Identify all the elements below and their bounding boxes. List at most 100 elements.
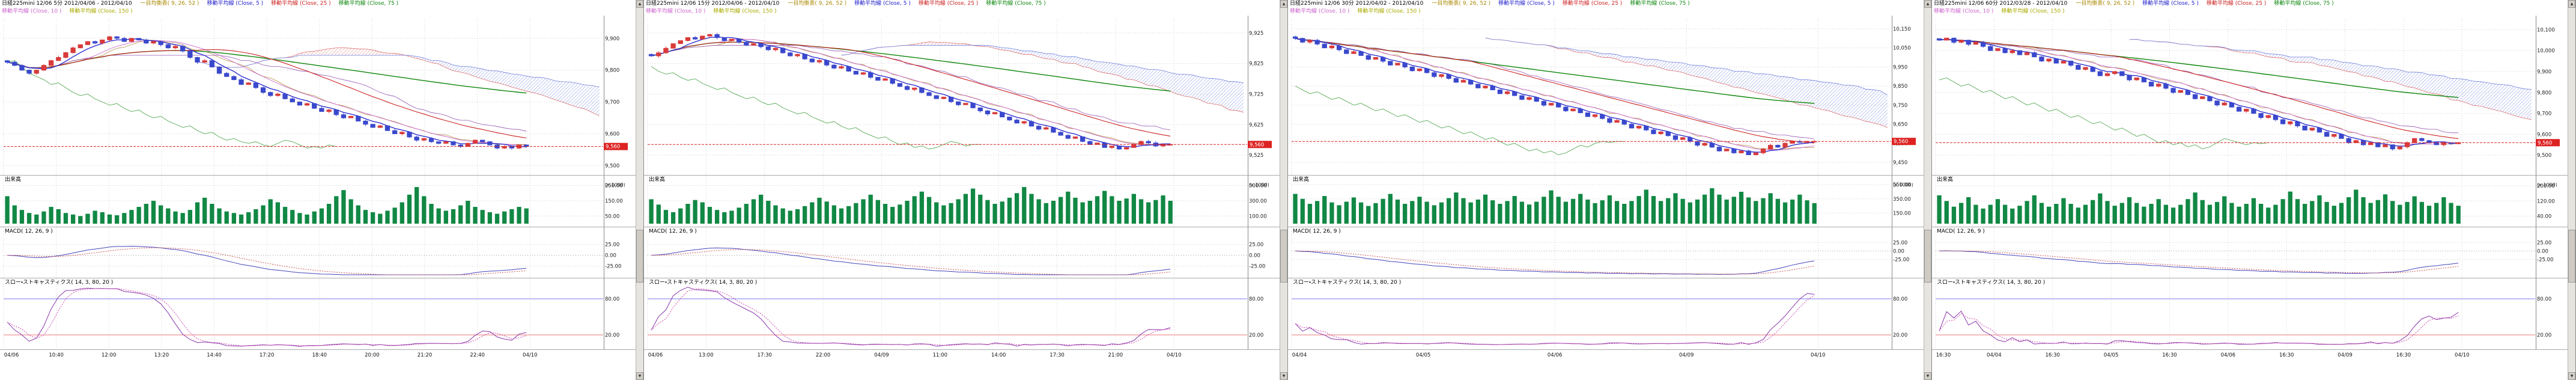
scroll-down-button[interactable]: ▼ (1924, 372, 1931, 380)
scroll-up-button[interactable]: ▲ (1280, 0, 1287, 8)
volume-section (5, 187, 529, 224)
svg-text:スロー・ストキャスティクス( 14, 3, 80, 20 ): スロー・ストキャスティクス( 14, 3, 80, 20 ) (5, 279, 113, 286)
scroll-down-button[interactable]: ▼ (636, 372, 643, 380)
svg-text:04/10: 04/10 (2455, 352, 2469, 358)
scroll-up-icon: ▲ (1282, 2, 1286, 6)
price-section (1936, 37, 2535, 151)
vertical-scrollbar[interactable]: ▲ ▼ (2568, 0, 2575, 380)
scroll-up-button[interactable]: ▲ (2568, 0, 2575, 8)
svg-text:04/10: 04/10 (1167, 352, 1182, 358)
svg-text:04/09: 04/09 (874, 352, 889, 358)
svg-text:04/06: 04/06 (2221, 352, 2236, 358)
svg-text:04/04: 04/04 (1987, 352, 2002, 358)
svg-text:10,100: 10,100 (2537, 27, 2555, 33)
legend-row-1: 一目均衡表( 9, 26, 52 ) 移動平均線 (Close, 5 ) 移動平均線… (1432, 1, 1697, 7)
svg-text:MACD( 12, 26, 9 ): MACD( 12, 26, 9 ) (1937, 228, 1985, 234)
scrollbar-thumb[interactable] (1924, 230, 1931, 283)
chart-canvas[interactable]: 04/06 13:00 17:30 22:00 04/09 11:00 14:00 17:30… (644, 16, 1280, 380)
legend-item: 移動平均線 (Close, 25 ) (1562, 1, 1623, 7)
svg-text:40.00: 40.00 (2537, 213, 2551, 219)
legend-item: 移動平均線 (Close, 150 ) (1357, 8, 1421, 14)
svg-text:14:00: 14:00 (991, 352, 1006, 358)
chart-canvas[interactable]: 04/06 10:40 12:00 13:20 14:40 17:20 18:40 20:00… (0, 16, 636, 380)
svg-text:20:00: 20:00 (365, 352, 380, 358)
svg-text:14:40: 14:40 (207, 352, 222, 358)
legend-row-2: 移動平均線 (Close, 10 ) 移動平均線 (Close, 150 ) (1934, 8, 2073, 14)
chart-canvas[interactable]: 16:30 04/04 16:30 04/05 16:30 04/06 16:30 04/09… (1932, 16, 2568, 380)
chart-panel-3: 日経225mini 12/06 30分 2012/04/02 - 2012/04… (1288, 0, 1932, 380)
svg-text:150.00: 150.00 (605, 198, 623, 204)
vertical-scrollbar[interactable]: ▲ ▼ (1280, 0, 1287, 380)
price-section (4, 35, 603, 150)
panel-header-row2: 移動平均線 (Close, 10 ) 移動平均線 (Close, 150 ) (0, 8, 643, 16)
svg-text:16:30: 16:30 (2162, 352, 2177, 358)
chart-panel-4: 日経225mini 12/06 60分 2012/03/28 - 2012/04… (1932, 0, 2576, 380)
svg-text:20.00: 20.00 (1893, 332, 1907, 339)
svg-text:9,850: 9,850 (1893, 84, 1907, 90)
svg-text:50.00: 50.00 (605, 213, 619, 219)
stochastics-section (648, 287, 1247, 347)
legend-item: 移動平均線 (Close, 25 ) (918, 1, 979, 7)
svg-text:25.00: 25.00 (2537, 240, 2551, 246)
chart-canvas[interactable]: 04/04 04/05 04/06 04/09 04/10 10,150 10,050 9,9… (1288, 16, 1924, 380)
legend-item: 移動平均線 (Close, 5 ) (207, 1, 264, 7)
scroll-up-button[interactable]: ▲ (1924, 0, 1931, 8)
scroll-down-button[interactable]: ▼ (2568, 372, 2575, 380)
svg-text:80.00: 80.00 (2537, 296, 2551, 302)
scrollbar-thumb[interactable] (636, 230, 643, 283)
svg-text:25.00: 25.00 (605, 242, 619, 248)
gridlines (644, 16, 1280, 350)
scrollbar-thumb[interactable] (1280, 230, 1287, 283)
svg-text:10,000: 10,000 (2537, 48, 2555, 54)
vertical-scrollbar[interactable]: ▲ ▼ (636, 0, 643, 380)
svg-text:16:30: 16:30 (2279, 352, 2294, 358)
scroll-down-button[interactable]: ▼ (1280, 372, 1287, 380)
svg-text:9,900: 9,900 (605, 36, 619, 42)
panel-header-row2: 移動平均線 (Close, 10 ) 移動平均線 (Close, 150 ) (1932, 8, 2575, 16)
svg-text:9,600: 9,600 (605, 132, 619, 138)
svg-text:21:00: 21:00 (1108, 352, 1123, 358)
scroll-down-icon: ▼ (638, 374, 642, 378)
panel-header-row2: 移動平均線 (Close, 10 ) 移動平均線 (Close, 150 ) (1288, 8, 1931, 16)
legend-row-2: 移動平均線 (Close, 10 ) 移動平均線 (Close, 150 ) (1290, 8, 1429, 14)
macd-section (1295, 250, 1815, 275)
svg-text:350.00: 350.00 (1893, 197, 1911, 203)
legend-item: 移動平均線 (Close, 5 ) (1498, 1, 1555, 7)
gridlines (1288, 16, 1924, 350)
svg-text:100.00: 100.00 (1249, 213, 1267, 219)
svg-text:(x 1000): (x 1000) (1249, 182, 1269, 188)
svg-text:MACD( 12, 26, 9 ): MACD( 12, 26, 9 ) (5, 228, 53, 234)
svg-text:04/04: 04/04 (1292, 352, 1307, 358)
svg-text:300.00: 300.00 (1249, 198, 1267, 204)
legend-item: 一目均衡表( 9, 26, 52 ) (788, 1, 847, 7)
svg-text:80.00: 80.00 (1249, 296, 1263, 302)
legend-item: 移動平均線 (Close, 150 ) (69, 8, 133, 14)
legend-item: 移動平均線 (Close, 5 ) (854, 1, 911, 7)
panel-header-row1: 日経225mini 12/06 30分 2012/04/02 - 2012/04… (1288, 0, 1931, 8)
svg-text:9,800: 9,800 (605, 68, 619, 74)
svg-text:12:00: 12:00 (102, 352, 117, 358)
legend-row-1: 一目均衡表( 9, 26, 52 ) 移動平均線 (Close, 5 ) 移動平均線… (141, 1, 406, 7)
svg-text:11:00: 11:00 (933, 352, 948, 358)
svg-text:9,700: 9,700 (2537, 111, 2551, 117)
scroll-up-button[interactable]: ▲ (636, 0, 643, 8)
stochastics-section (4, 287, 603, 347)
vertical-scrollbar[interactable]: ▲ ▼ (1924, 0, 1931, 380)
axis-labels: 16:30 04/04 16:30 04/05 16:30 04/06 16:30 04/09… (1936, 27, 2560, 358)
svg-text:16:30: 16:30 (2396, 352, 2411, 358)
svg-text:9,560: 9,560 (2538, 140, 2552, 146)
svg-text:17:30: 17:30 (757, 352, 772, 358)
scrollbar-thumb[interactable] (2568, 230, 2575, 283)
stochastics-section (1936, 298, 2535, 345)
svg-text:0.00: 0.00 (605, 253, 616, 259)
price-section (648, 32, 1247, 150)
svg-text:9,500: 9,500 (605, 163, 619, 169)
scroll-down-icon: ▼ (1282, 374, 1286, 378)
svg-text:出来高: 出来高 (649, 176, 665, 183)
legend-item: 移動平均線 (Close, 75 ) (338, 1, 399, 7)
svg-text:04/05: 04/05 (1416, 352, 1431, 358)
svg-text:04/09: 04/09 (2338, 352, 2353, 358)
volume-section (1293, 188, 1817, 224)
legend-row-2: 移動平均線 (Close, 10 ) 移動平均線 (Close, 150 ) (646, 8, 785, 14)
